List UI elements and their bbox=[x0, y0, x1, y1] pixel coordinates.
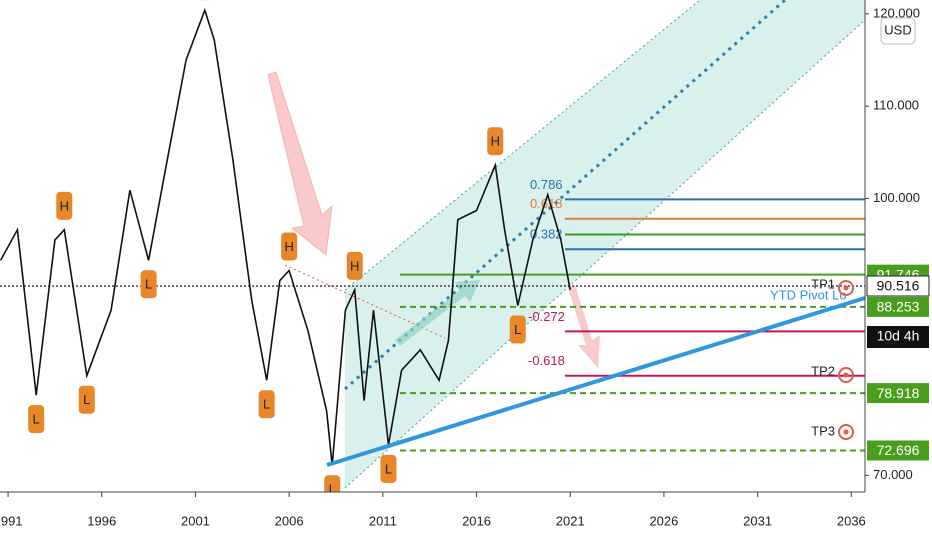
arrow-up bbox=[395, 280, 480, 346]
price-tag-label: 90.516 bbox=[877, 278, 920, 294]
x-tick-label: 2016 bbox=[462, 513, 491, 528]
pivot-marker bbox=[28, 405, 45, 434]
price-tag bbox=[867, 383, 929, 404]
x-tick-label: 2006 bbox=[275, 513, 304, 528]
pivot-label: H bbox=[350, 258, 359, 273]
x-tick-label: 1991 bbox=[0, 513, 23, 528]
arrow-down bbox=[267, 71, 333, 256]
pivot-label: L bbox=[329, 482, 336, 497]
pivot-label: L bbox=[385, 461, 392, 476]
pivot-label: L bbox=[514, 322, 521, 337]
target-icon bbox=[838, 424, 854, 440]
arrow-target bbox=[568, 285, 600, 368]
fib-label: -0.618 bbox=[528, 353, 565, 368]
x-tick-label: 2026 bbox=[649, 513, 678, 528]
x-tick-label: 2021 bbox=[556, 513, 585, 528]
channel bbox=[345, 0, 865, 488]
countdown: 10d 4h bbox=[877, 328, 920, 344]
trendline bbox=[326, 296, 866, 467]
pivot-label: H bbox=[284, 239, 293, 254]
price-line bbox=[0, 7, 571, 466]
y-tick-label: 120.000 bbox=[873, 5, 920, 20]
pivot-label: L bbox=[83, 392, 90, 407]
pivot-label: L bbox=[263, 397, 270, 412]
pivot-marker bbox=[380, 454, 397, 483]
x-tick-label: 2036 bbox=[837, 513, 866, 528]
x-tick-label: 2001 bbox=[181, 513, 210, 528]
fib-label: -0.272 bbox=[528, 309, 565, 324]
price-tag-label: 72.696 bbox=[877, 442, 920, 458]
pivot-label: L bbox=[33, 412, 40, 427]
pivot-marker bbox=[509, 315, 526, 344]
currency-box[interactable] bbox=[880, 17, 916, 45]
target-label: TP3 bbox=[811, 423, 835, 438]
fib-label: 0.382 bbox=[530, 227, 563, 242]
channel-upper bbox=[344, 0, 701, 291]
currency[interactable]: USD bbox=[884, 22, 911, 37]
countdown-tag bbox=[867, 326, 929, 349]
x-tick-label: 2011 bbox=[369, 513, 397, 528]
channel-lower bbox=[344, 19, 866, 489]
pivot-marker bbox=[258, 390, 275, 419]
target-icon bbox=[838, 280, 854, 296]
price-tag bbox=[867, 440, 929, 461]
target-label: TP2 bbox=[811, 363, 835, 378]
time-axis bbox=[0, 492, 865, 550]
pivot-label: L bbox=[145, 277, 152, 292]
price-tag bbox=[867, 296, 929, 317]
pivot-marker bbox=[487, 127, 504, 156]
pivot-marker bbox=[78, 385, 95, 414]
pivot-marker bbox=[56, 191, 73, 220]
y-tick-label: 70.000 bbox=[873, 467, 913, 482]
target-label: TP1 bbox=[811, 276, 835, 291]
price-tag-label: 78.918 bbox=[877, 385, 920, 401]
y-tick-label: 100.000 bbox=[873, 190, 920, 205]
pivot-label: H bbox=[60, 198, 69, 213]
target-icon bbox=[838, 367, 854, 383]
x-tick-label: 2031 bbox=[743, 513, 772, 528]
pivot-label: H bbox=[491, 134, 500, 149]
fib-label: 0.618 bbox=[530, 196, 563, 211]
price-tag-label: 88.253 bbox=[877, 299, 920, 315]
fib-label: 0.786 bbox=[530, 177, 563, 192]
pivot-marker bbox=[140, 270, 157, 299]
pivot-marker bbox=[346, 251, 363, 280]
x-tick-label: 1996 bbox=[87, 513, 116, 528]
pivot-note: YTD Pivot Lo bbox=[770, 287, 847, 302]
price-tag bbox=[866, 275, 930, 297]
y-tick-label: 110.000 bbox=[873, 98, 919, 113]
pivot-marker bbox=[281, 232, 298, 261]
